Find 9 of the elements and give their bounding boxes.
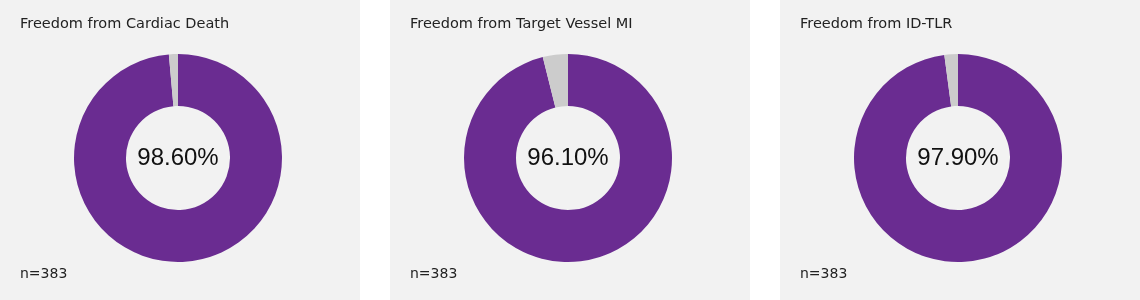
text: n=383 bbox=[800, 265, 848, 281]
data-label: 96.10% bbox=[527, 142, 609, 170]
data-label: 97.90% bbox=[917, 142, 999, 170]
chart-title: Freedom from ID-TLR bbox=[800, 15, 953, 31]
text: n=383 bbox=[410, 265, 458, 281]
chart-title: Freedom from Target Vessel MI bbox=[410, 15, 633, 31]
chart-title: Freedom from Cardiac Death bbox=[20, 15, 230, 31]
data-label: 98.60% bbox=[137, 142, 219, 170]
text: n=383 bbox=[20, 265, 68, 281]
